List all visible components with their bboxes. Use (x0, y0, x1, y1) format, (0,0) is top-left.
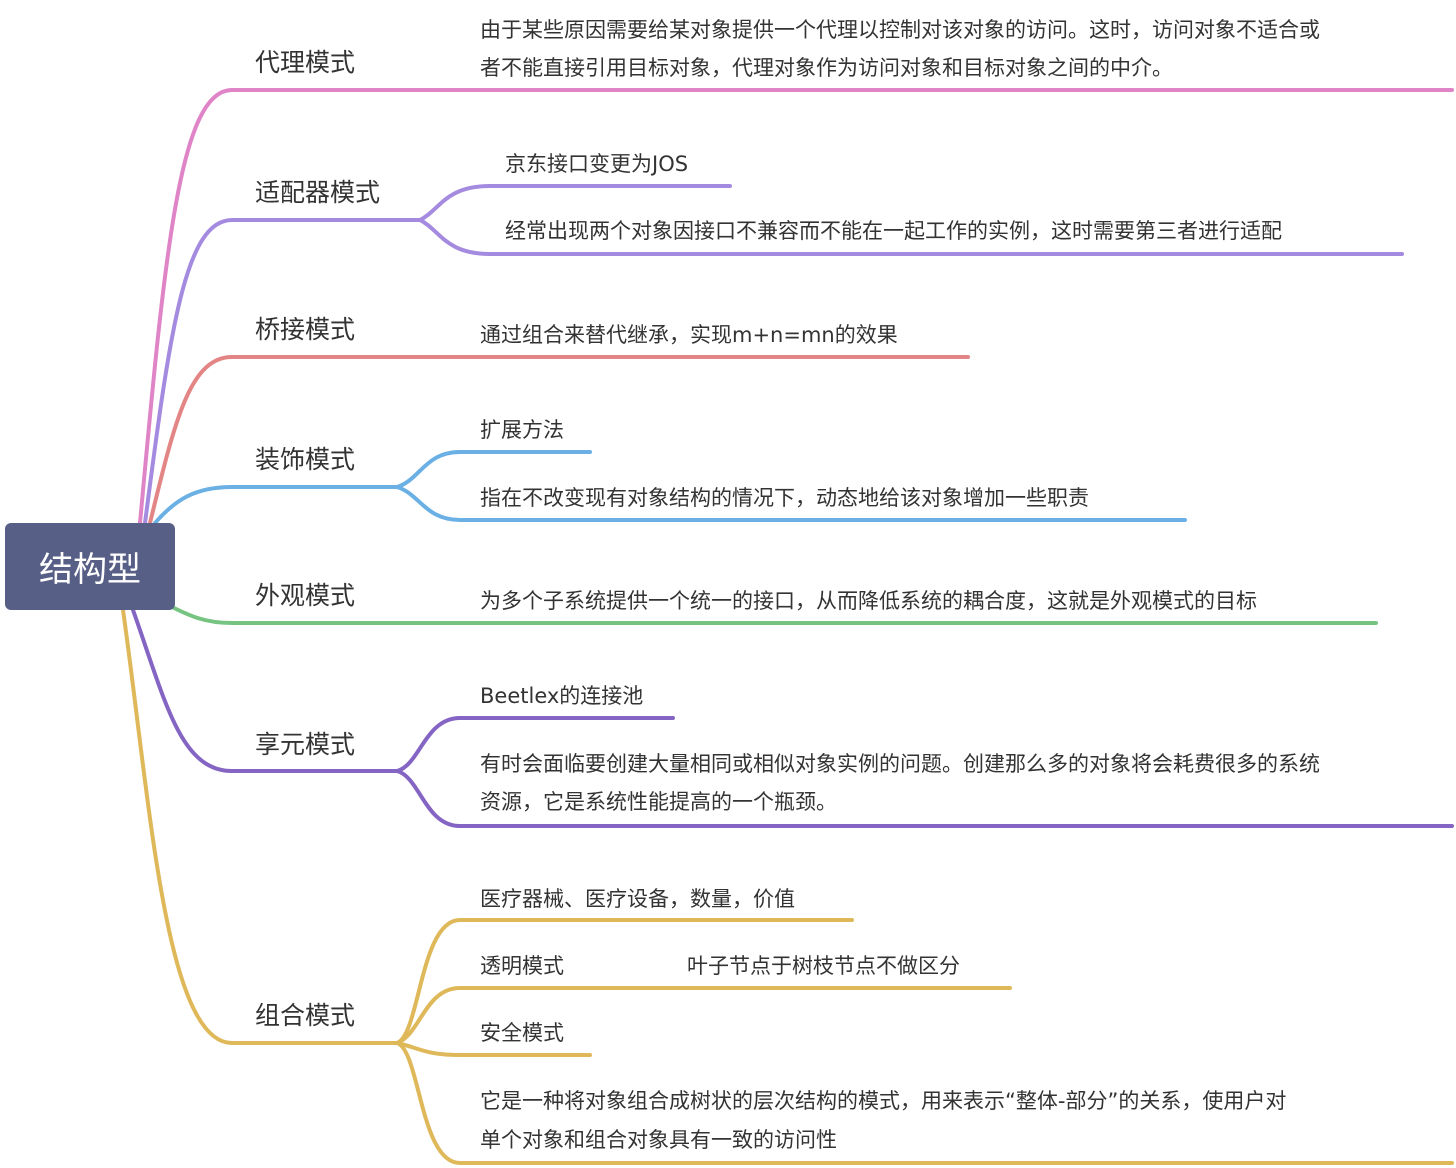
child-line-composite-1 (395, 918, 854, 1045)
branch-line-facade (168, 604, 1378, 625)
node-decorator-ext[interactable]: 扩展方法 (480, 418, 564, 442)
node-composite-transparent[interactable]: 透明模式 (480, 954, 564, 978)
child-line-flyweight-2 (395, 769, 1454, 828)
node-composite-safe[interactable]: 安全模式 (480, 1021, 564, 1045)
node-proxy-desc-line1[interactable]: 由于某些原因需要给某对象提供一个代理以控制对该对象的访问。这时，访问对象不适合或 (480, 18, 1320, 42)
child-line-decorator-2 (395, 485, 1187, 522)
branch-line-composite (121, 608, 399, 1045)
branch-line-decorator (153, 485, 399, 525)
node-decorator-desc[interactable]: 指在不改变现有对象结构的情况下，动态地给该对象增加一些职责 (480, 486, 1089, 510)
node-composite-medical[interactable]: 医疗器械、医疗设备，数量，价值 (480, 887, 795, 911)
node-composite-transparent-desc[interactable]: 叶子节点于树枝节点不做区分 (687, 954, 960, 978)
root-label: 结构型 (39, 550, 141, 590)
branch-line-adapter (143, 218, 422, 525)
child-line-adapter-2 (418, 218, 1404, 256)
node-composite-desc-line2[interactable]: 单个对象和组合对象具有一致的访问性 (480, 1128, 837, 1152)
node-adapter[interactable]: 适配器模式 (255, 178, 381, 207)
child-line-composite-4 (395, 1041, 1454, 1165)
node-adapter-desc[interactable]: 经常出现两个对象因接口不兼容而不能在一起工作的实例，这时需要第三者进行适配 (505, 219, 1282, 243)
node-adapter-jos[interactable]: 京东接口变更为JOS (505, 152, 689, 176)
node-proxy-desc-line2[interactable]: 者不能直接引用目标对象，代理对象作为访问对象和目标对象之间的中介。 (480, 56, 1173, 80)
child-line-composite-3 (395, 1041, 592, 1057)
branch-line-flyweight (131, 608, 399, 773)
root-node[interactable]: 结构型 (5, 523, 175, 610)
node-composite[interactable]: 组合模式 (255, 1001, 356, 1030)
node-flyweight[interactable]: 享元模式 (255, 730, 356, 759)
node-bridge-desc[interactable]: 通过组合来替代继承，实现m+n=mn的效果 (480, 323, 898, 347)
node-facade[interactable]: 外观模式 (255, 581, 356, 610)
node-decorator[interactable]: 装饰模式 (255, 445, 356, 474)
child-line-decorator-1 (395, 450, 592, 489)
node-proxy[interactable]: 代理模式 (255, 48, 356, 77)
node-flyweight-pool[interactable]: Beetlex的连接池 (480, 684, 644, 708)
branch-line-proxy (138, 88, 1454, 525)
node-flyweight-desc-line1[interactable]: 有时会面临要创建大量相同或相似对象实例的问题。创建那么多的对象将会耗费很多的系统 (480, 752, 1320, 776)
child-line-flyweight-1 (395, 716, 675, 773)
node-flyweight-desc-line2[interactable]: 资源，它是系统性能提高的一个瓶颈。 (480, 790, 837, 814)
branch-line-bridge (148, 355, 970, 525)
node-composite-desc-line1[interactable]: 它是一种将对象组合成树状的层次结构的模式，用来表示“整体-部分”的关系，使用户对 (480, 1089, 1287, 1113)
node-bridge[interactable]: 桥接模式 (255, 315, 356, 344)
child-line-adapter-1 (418, 184, 732, 222)
child-line-composite-2 (395, 986, 1012, 1045)
node-facade-desc[interactable]: 为多个子系统提供一个统一的接口，从而降低系统的耦合度，这就是外观模式的目标 (480, 589, 1257, 613)
